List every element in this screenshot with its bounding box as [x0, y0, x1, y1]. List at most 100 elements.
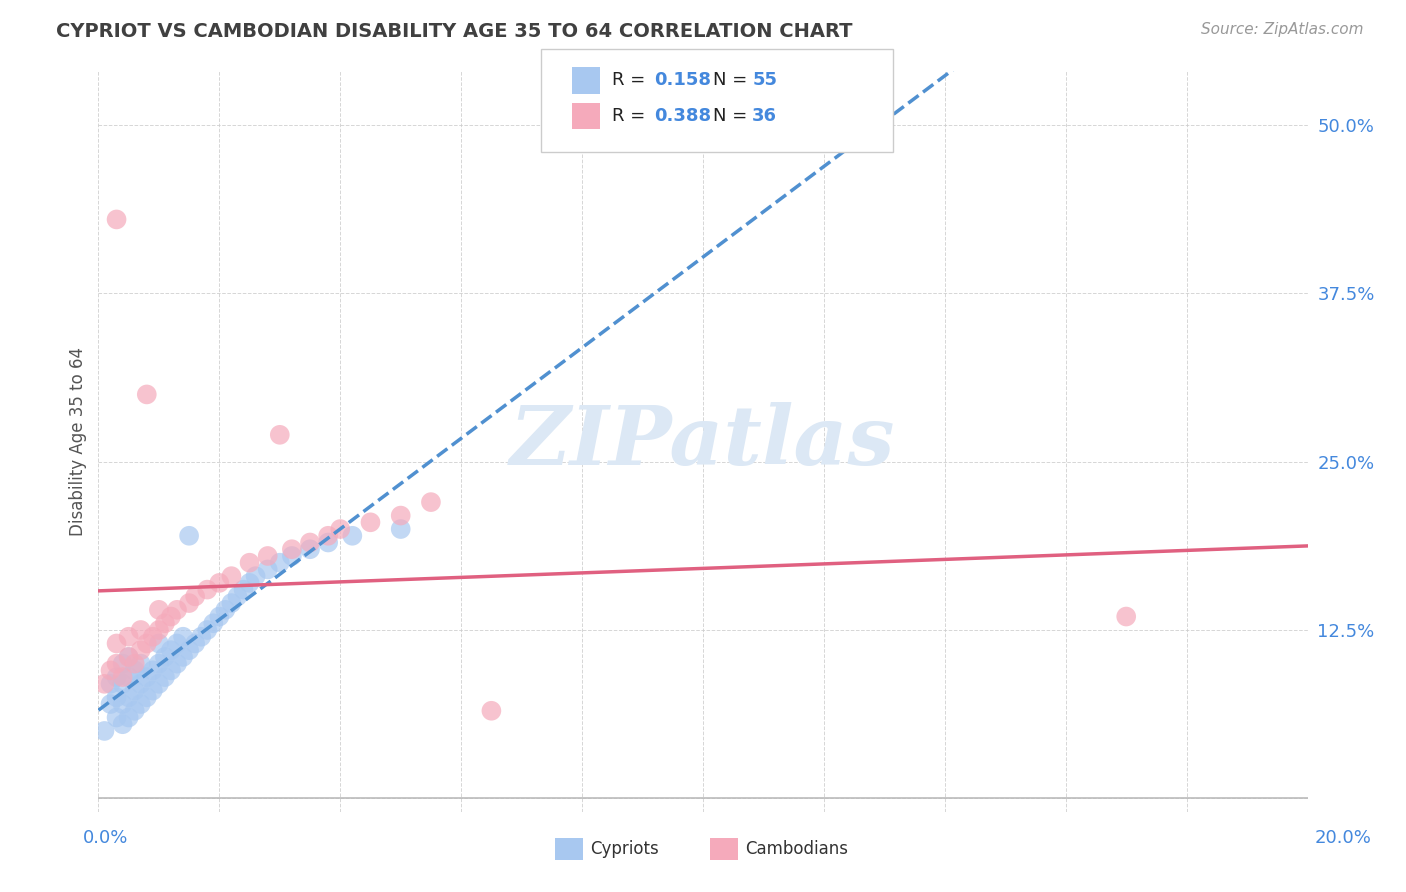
Point: [118, 649, 141, 664]
Point: [118, 630, 141, 644]
Point: [195, 582, 218, 597]
Point: [281, 549, 304, 563]
Text: 0.388: 0.388: [654, 107, 711, 125]
Point: [118, 670, 141, 684]
Point: [221, 596, 243, 610]
Point: [208, 609, 231, 624]
Point: [221, 569, 243, 583]
Point: [184, 636, 207, 650]
Point: [153, 670, 176, 684]
Point: [100, 677, 122, 691]
Point: [135, 387, 157, 401]
Point: [299, 535, 322, 549]
Point: [111, 677, 134, 691]
Point: [232, 582, 254, 597]
Point: [360, 516, 382, 530]
Point: [179, 643, 201, 657]
Point: [135, 690, 157, 705]
Point: [214, 603, 236, 617]
Point: [1115, 609, 1137, 624]
Point: [129, 643, 152, 657]
Point: [299, 542, 322, 557]
Point: [129, 623, 152, 637]
Point: [389, 522, 412, 536]
Point: [226, 590, 249, 604]
Point: [100, 697, 122, 711]
Point: [190, 630, 212, 644]
Point: [135, 636, 157, 650]
Point: [160, 609, 183, 624]
Text: N =: N =: [713, 71, 752, 89]
Point: [118, 690, 141, 705]
Text: Source: ZipAtlas.com: Source: ZipAtlas.com: [1201, 22, 1364, 37]
Text: Cypriots: Cypriots: [591, 840, 659, 858]
Point: [100, 664, 122, 678]
Point: [118, 710, 141, 724]
Text: 36: 36: [752, 107, 778, 125]
Point: [256, 549, 278, 563]
Point: [281, 542, 304, 557]
Point: [105, 710, 128, 724]
Point: [105, 690, 128, 705]
Point: [111, 657, 134, 671]
Point: [166, 657, 188, 671]
Point: [111, 717, 134, 731]
Point: [269, 427, 291, 442]
Point: [316, 535, 339, 549]
Point: [142, 630, 165, 644]
Point: [142, 664, 165, 678]
Point: [239, 575, 262, 590]
Point: [239, 556, 262, 570]
Point: [172, 630, 194, 644]
Text: 0.0%: 0.0%: [83, 829, 128, 847]
Text: CYPRIOT VS CAMBODIAN DISABILITY AGE 35 TO 64 CORRELATION CHART: CYPRIOT VS CAMBODIAN DISABILITY AGE 35 T…: [56, 22, 853, 41]
Point: [179, 596, 201, 610]
Point: [389, 508, 412, 523]
Point: [166, 636, 188, 650]
Point: [269, 556, 291, 570]
Point: [420, 495, 443, 509]
Point: [481, 704, 503, 718]
Point: [142, 683, 165, 698]
Point: [316, 529, 339, 543]
Point: [184, 590, 207, 604]
Point: [148, 603, 170, 617]
Text: ZIPatlas: ZIPatlas: [510, 401, 896, 482]
Point: [256, 562, 278, 576]
Point: [153, 616, 176, 631]
Text: Cambodians: Cambodians: [745, 840, 848, 858]
Text: R =: R =: [612, 71, 651, 89]
Point: [172, 649, 194, 664]
Point: [245, 569, 267, 583]
Point: [129, 657, 152, 671]
Point: [160, 664, 183, 678]
Point: [153, 649, 176, 664]
Point: [160, 643, 183, 657]
Point: [208, 575, 231, 590]
Point: [93, 677, 115, 691]
Text: 20.0%: 20.0%: [1315, 829, 1371, 847]
Point: [148, 623, 170, 637]
Point: [129, 697, 152, 711]
Point: [329, 522, 352, 536]
Point: [129, 677, 152, 691]
Point: [105, 636, 128, 650]
Point: [93, 723, 115, 738]
Point: [342, 529, 364, 543]
Point: [124, 664, 146, 678]
Text: R =: R =: [612, 107, 651, 125]
Point: [148, 636, 170, 650]
Point: [179, 529, 201, 543]
Point: [195, 623, 218, 637]
Point: [135, 670, 157, 684]
Point: [148, 677, 170, 691]
Point: [111, 670, 134, 684]
Text: 55: 55: [752, 71, 778, 89]
Point: [202, 616, 225, 631]
Y-axis label: Disability Age 35 to 64: Disability Age 35 to 64: [69, 347, 87, 536]
Point: [148, 657, 170, 671]
Point: [124, 704, 146, 718]
Point: [105, 657, 128, 671]
Point: [105, 670, 128, 684]
Point: [118, 649, 141, 664]
